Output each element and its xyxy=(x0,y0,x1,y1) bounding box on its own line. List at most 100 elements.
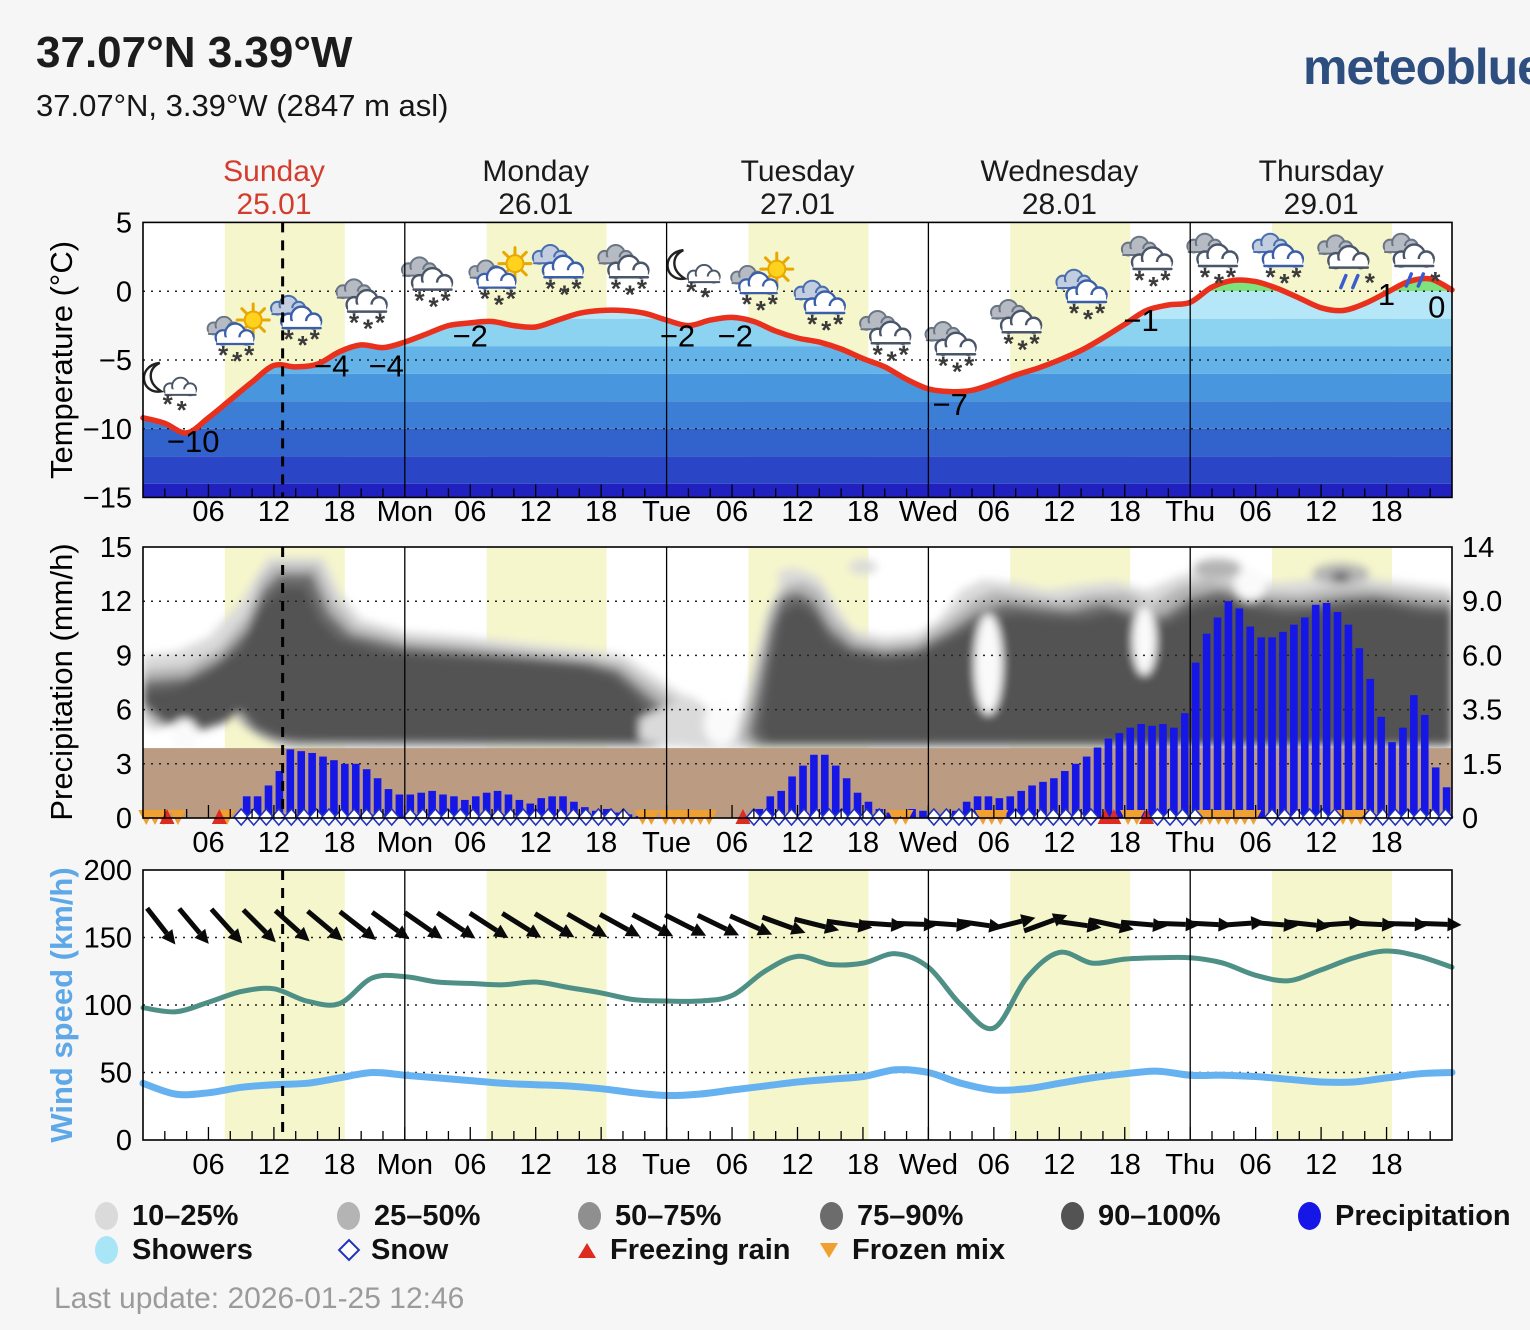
svg-text:*: * xyxy=(1214,268,1225,298)
svg-text:18: 18 xyxy=(585,827,617,859)
day-label-thursday[interactable]: Thursday 29.01 xyxy=(1190,155,1452,221)
day-label-sunday[interactable]: Sunday 25.01 xyxy=(143,155,405,221)
svg-text:18: 18 xyxy=(1370,1149,1402,1181)
legend-label: Freezing rain xyxy=(610,1233,791,1266)
svg-text:*: * xyxy=(700,282,711,312)
day-name: Tuesday xyxy=(740,155,855,188)
legend-item-90-100-: 90–100% xyxy=(1061,1199,1221,1233)
snow-flakes: * * xyxy=(163,389,188,425)
weather-icon-cloud-snow: * * * xyxy=(859,309,912,375)
day-separators xyxy=(404,222,1191,498)
svg-text:*: * xyxy=(298,330,309,360)
svg-text:12: 12 xyxy=(1305,496,1337,528)
svg-text:*: * xyxy=(1004,328,1015,358)
legend-item-75-90-: 75–90% xyxy=(820,1199,963,1233)
day-name: Wednesday xyxy=(980,155,1139,188)
svg-text:12: 12 xyxy=(520,1149,552,1181)
svg-text:0: 0 xyxy=(116,276,132,308)
svg-text:0: 0 xyxy=(1462,803,1478,835)
snow-flakes: * * * xyxy=(1134,265,1171,301)
weather-icon-cloud-snow: * * * xyxy=(335,278,388,344)
day-label-monday[interactable]: Monday 26.01 xyxy=(405,155,667,221)
svg-text:12: 12 xyxy=(1043,496,1075,528)
svg-text:6.0: 6.0 xyxy=(1462,640,1502,672)
snow-flakes: * * * xyxy=(545,273,582,309)
weather-icon-night-snow: * * xyxy=(666,248,721,312)
x-tick-labels: 06 12 18 Mon 06 12 18 Tue 06 12 18 Wed 06 12 18 Thu 06 12… xyxy=(192,496,1402,528)
svg-text:*: * xyxy=(284,324,295,354)
svg-text:12: 12 xyxy=(258,496,290,528)
day-label-tuesday[interactable]: Tuesday 27.01 xyxy=(667,155,929,221)
legend-item-frozen-mix: Frozen mix xyxy=(820,1233,1005,1267)
legend-swatch-icon xyxy=(820,1202,843,1230)
svg-text:*: * xyxy=(244,340,255,370)
svg-text:18: 18 xyxy=(1370,827,1402,859)
svg-text:*: * xyxy=(163,389,174,419)
snow-flakes: * * * xyxy=(611,273,648,309)
svg-text:*: * xyxy=(375,308,386,338)
precipitation-chart xyxy=(138,546,1454,827)
legend-swatch-icon xyxy=(337,1202,360,1230)
svg-text:Wind speed (km/h): Wind speed (km/h) xyxy=(44,867,79,1142)
svg-text:*: * xyxy=(218,340,229,370)
svg-text:Thu: Thu xyxy=(1165,827,1215,859)
legend-swatch-icon xyxy=(1061,1202,1084,1230)
triangle-down-icon xyxy=(820,1242,838,1258)
legend-label: 10–25% xyxy=(132,1199,239,1232)
svg-text:−10: −10 xyxy=(167,424,220,459)
svg-text:*: * xyxy=(887,345,898,375)
svg-text:*: * xyxy=(625,279,636,309)
precipitation-bars xyxy=(242,601,1451,818)
svg-text:*: * xyxy=(506,284,517,314)
snow-flakes: * * * xyxy=(807,309,844,345)
svg-text:15: 15 xyxy=(100,532,132,564)
svg-text:*: * xyxy=(1160,265,1171,295)
svg-text:Wed: Wed xyxy=(899,1149,958,1181)
svg-text:12: 12 xyxy=(100,586,132,618)
weather-icon-day-snow: * * * xyxy=(206,302,271,376)
svg-text:6: 6 xyxy=(116,695,132,727)
svg-text:*: * xyxy=(611,273,622,303)
svg-text:18: 18 xyxy=(847,827,879,859)
svg-text:06: 06 xyxy=(192,1149,224,1181)
svg-text:*: * xyxy=(1148,271,1159,301)
legend-label: 90–100% xyxy=(1098,1199,1221,1232)
legend-label: Showers xyxy=(132,1233,253,1266)
svg-text:12: 12 xyxy=(781,1149,813,1181)
snow-flakes: * * * xyxy=(284,324,321,360)
svg-text:*: * xyxy=(1200,262,1211,292)
wind-gust-line xyxy=(140,948,1455,1032)
svg-text:1.5: 1.5 xyxy=(1462,749,1502,781)
svg-text:*: * xyxy=(440,286,451,316)
svg-text:*: * xyxy=(480,284,491,314)
svg-text:3: 3 xyxy=(116,749,132,781)
svg-text:*: * xyxy=(1069,298,1080,328)
svg-text:12: 12 xyxy=(781,496,813,528)
day-label-wednesday[interactable]: Wednesday 28.01 xyxy=(928,155,1190,221)
day-date: 25.01 xyxy=(236,188,312,221)
svg-text:Wed: Wed xyxy=(899,827,958,859)
rain-streaks: * xyxy=(1404,266,1441,296)
snow-flakes: * * * xyxy=(349,308,386,344)
svg-text:Mon: Mon xyxy=(377,827,433,859)
svg-text:*: * xyxy=(964,350,975,380)
rain-streaks: * xyxy=(1339,268,1376,298)
svg-text:0: 0 xyxy=(116,803,132,835)
snow-flakes: * * xyxy=(686,276,711,312)
svg-text:*: * xyxy=(637,273,648,303)
snow-flakes: * * * xyxy=(218,340,255,376)
svg-text:*: * xyxy=(1083,304,1094,334)
svg-text:*: * xyxy=(938,350,949,380)
legend-item-showers: Showers xyxy=(95,1233,253,1267)
meteoblue-logo[interactable]: meteoblue xyxy=(1302,39,1530,95)
svg-text:06: 06 xyxy=(454,496,486,528)
svg-text:12: 12 xyxy=(1305,1149,1337,1181)
svg-text:*: * xyxy=(1134,265,1145,295)
weather-icon-cloud-snow-blue: * * * xyxy=(1055,268,1108,334)
snow-flakes: * * * xyxy=(1200,262,1237,298)
svg-text:Thu: Thu xyxy=(1165,496,1215,528)
svg-text:12: 12 xyxy=(781,827,813,859)
day-separators xyxy=(404,870,1191,1140)
svg-text:12: 12 xyxy=(258,827,290,859)
